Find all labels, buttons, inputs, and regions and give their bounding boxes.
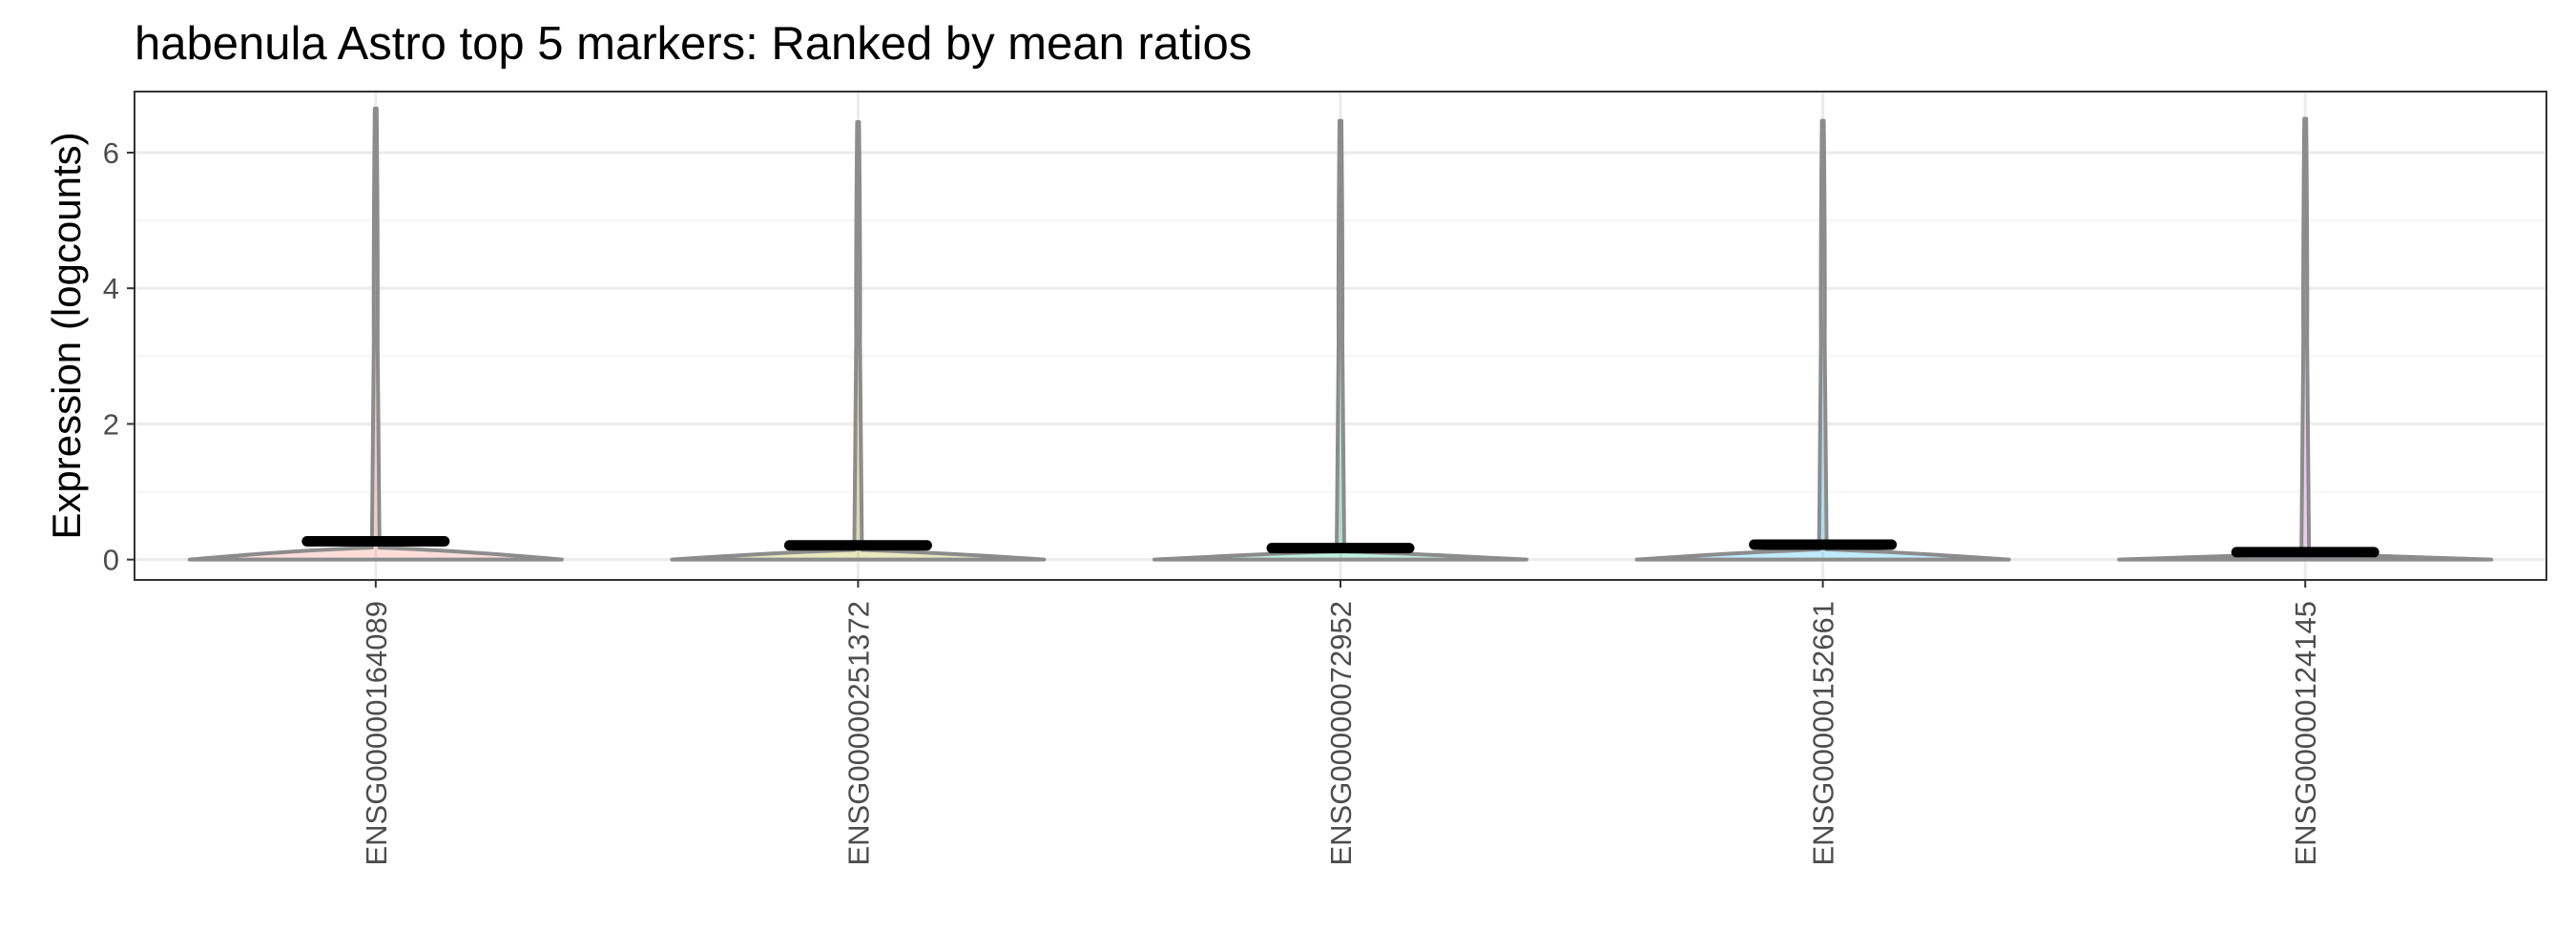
y-tick-label: 2: [103, 407, 119, 441]
y-tick-label: 4: [103, 272, 119, 305]
violin-ENSG00000124145: [2117, 116, 2494, 562]
y-axis: 0 2 4 6: [103, 136, 135, 577]
y-axis-title: Expression (logcounts): [44, 132, 89, 539]
violins: [187, 106, 2494, 562]
violin-ENSG00000072952: [1153, 118, 1528, 562]
x-tick-label: ENSG00000164089: [360, 601, 393, 866]
x-axis: ENSG00000164089 ENSG00000251372 ENSG000000…: [360, 580, 2322, 866]
x-tick-label: ENSG00000124145: [2289, 601, 2322, 866]
mean-markers: [301, 535, 2379, 558]
x-tick-label: ENSG00000251372: [841, 601, 875, 866]
violin-ENSG00000152661: [1634, 118, 2011, 562]
violin-ENSG00000251372: [670, 120, 1047, 562]
violin-ENSG00000164089: [187, 106, 564, 562]
y-tick-label: 6: [103, 136, 119, 170]
y-tick-label: 0: [103, 544, 119, 577]
chart-title: habenula Astro top 5 markers: Ranked by …: [135, 18, 1252, 70]
x-tick-label: ENSG00000072952: [1324, 601, 1358, 866]
x-tick-label: ENSG00000152661: [1807, 601, 1840, 866]
